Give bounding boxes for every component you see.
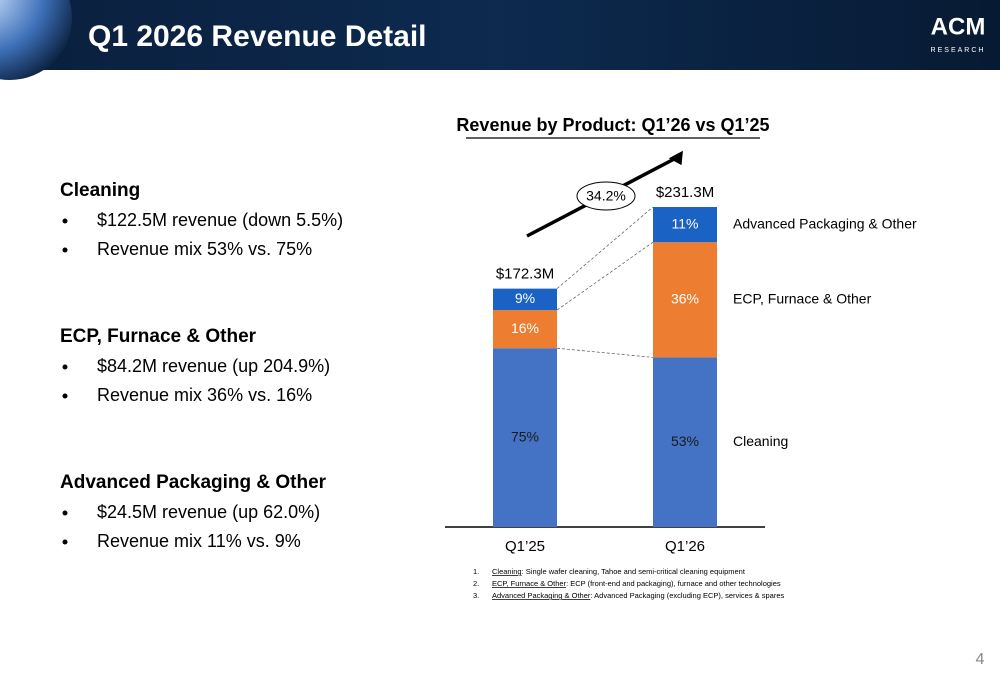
series-name: ECP, Furnace & Other [733, 291, 872, 307]
segment-label: 36% [671, 291, 699, 307]
growth-ellipse [576, 181, 636, 211]
segment-label: 9% [515, 290, 535, 306]
bar-segment [653, 357, 717, 527]
logo-sub: RESEARCH [931, 47, 986, 54]
footnote-term: Advanced Packaging & Other [492, 591, 591, 600]
bar-segment [493, 310, 557, 349]
bullet-dot [62, 247, 68, 253]
bar-segment [653, 207, 717, 243]
connector [556, 347, 654, 358]
section-heading: ECP, Furnace & Other [60, 326, 257, 347]
logo: ACM [931, 13, 986, 40]
bullet-text: $24.5M revenue (up 62.0%) [97, 502, 320, 522]
arrow-head [668, 150, 683, 166]
series-name: Cleaning [733, 433, 788, 449]
header-band [0, 0, 1000, 70]
footnote: ECP, Furnace & Other: ECP (front-end and… [492, 579, 781, 588]
title: Q1 2026 Revenue Detail [88, 20, 427, 53]
footnote-number: 3. [473, 591, 479, 600]
section-heading: Advanced Packaging & Other [60, 472, 327, 493]
footnote-text: : Single wafer cleaning, Tahoe and semi-… [522, 567, 746, 576]
bullet-text: Revenue mix 36% vs. 16% [97, 385, 312, 405]
segment-label: 75% [511, 428, 539, 444]
bullet-text: Revenue mix 11% vs. 9% [97, 531, 301, 551]
bullet-dot [62, 539, 68, 545]
footnote: Advanced Packaging & Other: Advanced Pac… [492, 591, 785, 600]
bullet-text: Revenue mix 53% vs. 75% [97, 239, 312, 259]
growth-label: 34.2% [586, 188, 626, 204]
footnote-term: Cleaning [492, 567, 522, 576]
total-label: $231.3M [656, 184, 714, 201]
segment-label: 11% [672, 215, 699, 231]
footnote-text: : ECP (front-end and packaging), furnace… [566, 579, 781, 588]
bullet-dot [62, 218, 68, 224]
footnote-text: : Advanced Packaging (excluding ECP), se… [590, 591, 784, 600]
bar-segment [653, 242, 717, 358]
footnote-number: 1. [473, 567, 479, 576]
page-number: 4 [976, 651, 985, 668]
connector [556, 241, 654, 311]
footnote: Cleaning: Single wafer cleaning, Tahoe a… [492, 567, 746, 576]
footnote-number: 2. [473, 579, 479, 588]
section-heading: Cleaning [60, 180, 140, 201]
series-name: Advanced Packaging & Other [733, 215, 917, 231]
segment-label: 53% [671, 433, 699, 449]
bullet-dot [62, 510, 68, 516]
segment-label: 16% [511, 320, 539, 336]
bullet-dot [62, 364, 68, 370]
connector [556, 206, 654, 289]
footnote-term: ECP, Furnace & Other [492, 579, 567, 588]
x-tick-label: Q1’25 [505, 538, 545, 555]
chart-title: Revenue by Product: Q1’26 vs Q1’25 [456, 115, 769, 135]
globe [0, 0, 72, 80]
bullet-text: $84.2M revenue (up 204.9%) [97, 356, 330, 376]
bullet-text: $122.5M revenue (down 5.5%) [97, 210, 343, 230]
x-tick-label: Q1’26 [665, 538, 705, 555]
bar-segment [493, 288, 557, 311]
total-label: $172.3M [496, 266, 554, 283]
bullet-dot [62, 393, 68, 399]
bar-segment [493, 348, 557, 527]
